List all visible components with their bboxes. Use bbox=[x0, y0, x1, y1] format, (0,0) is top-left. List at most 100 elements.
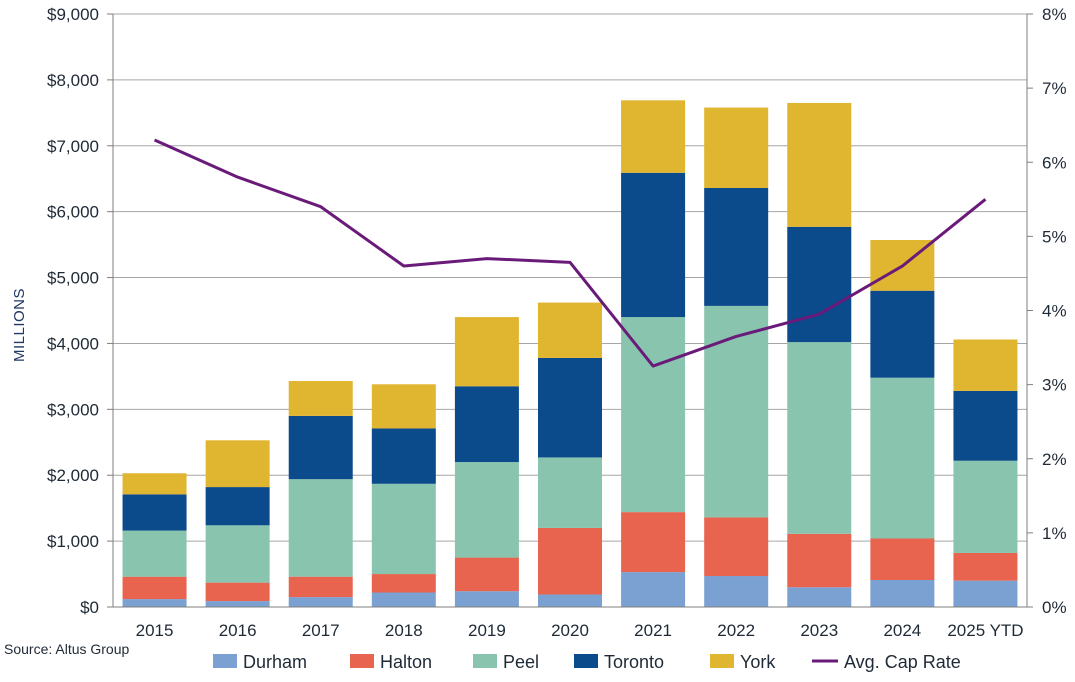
bar-peel bbox=[953, 460, 1018, 553]
x-tick-label: 2023 bbox=[800, 621, 838, 640]
y-tick-label: $6,000 bbox=[47, 203, 99, 222]
bar-durham bbox=[454, 591, 519, 607]
y-axis-ticks: $0 $1,000 $2,000 $3,000 $4,000 $5,000 $6,000 $7… bbox=[47, 5, 113, 617]
bar-toronto bbox=[288, 415, 353, 480]
y2-tick-label: 3% bbox=[1042, 376, 1067, 395]
bar-stack bbox=[621, 100, 686, 607]
bar-peel bbox=[704, 305, 769, 518]
bar-stacks bbox=[122, 100, 1018, 607]
y2-axis-ticks: 0% 1% 2% 3% 4% 5% 6% 7% 8% bbox=[1027, 5, 1067, 617]
bar-stack bbox=[205, 440, 270, 607]
bar-halton bbox=[787, 533, 852, 588]
x-tick-label: 2015 bbox=[136, 621, 174, 640]
y2-tick-label: 7% bbox=[1042, 79, 1067, 98]
y-tick-label: $3,000 bbox=[47, 400, 99, 419]
bar-stack bbox=[538, 302, 602, 607]
legend-item: Durham bbox=[213, 652, 307, 672]
bar-durham bbox=[704, 576, 769, 607]
bar-stack bbox=[454, 317, 519, 607]
bar-halton bbox=[870, 538, 935, 580]
legend-item: Avg. Cap Rate bbox=[812, 652, 961, 672]
bar-halton bbox=[454, 557, 519, 592]
bar-toronto bbox=[122, 494, 187, 531]
bar-toronto bbox=[371, 428, 436, 484]
bar-durham bbox=[621, 572, 686, 607]
legend-label: Peel bbox=[503, 652, 539, 672]
bar-toronto bbox=[704, 187, 769, 306]
legend: Durham Halton Peel Toronto York Avg. Cap Rate bbox=[213, 652, 961, 672]
bar-york bbox=[704, 107, 769, 188]
y2-tick-label: 8% bbox=[1042, 5, 1067, 24]
x-tick-label: 2016 bbox=[219, 621, 257, 640]
legend-swatch bbox=[350, 654, 374, 668]
y-tick-label: $1,000 bbox=[47, 532, 99, 551]
bar-halton bbox=[288, 576, 353, 598]
x-tick-label: 2019 bbox=[468, 621, 506, 640]
bar-toronto bbox=[621, 172, 686, 318]
bar-peel bbox=[371, 483, 436, 575]
bar-stack bbox=[288, 381, 353, 607]
legend-label: Toronto bbox=[604, 652, 664, 672]
bar-york bbox=[288, 381, 353, 416]
cap-rate-line bbox=[153, 138, 987, 368]
legend-swatch bbox=[574, 654, 598, 668]
bar-halton bbox=[538, 527, 602, 595]
legend-label: Halton bbox=[380, 652, 432, 672]
bar-york bbox=[621, 100, 686, 173]
bar-stack bbox=[122, 473, 187, 607]
bar-durham bbox=[371, 592, 436, 607]
cap-rate-series bbox=[153, 138, 987, 368]
bar-peel bbox=[122, 530, 187, 577]
bar-stack bbox=[870, 239, 935, 607]
bar-toronto bbox=[205, 487, 270, 526]
y2-tick-label: 1% bbox=[1042, 524, 1067, 543]
bar-york bbox=[122, 473, 187, 495]
legend-swatch bbox=[213, 654, 237, 668]
bar-stack bbox=[787, 102, 852, 607]
legend-swatch bbox=[473, 654, 497, 668]
legend-swatch bbox=[710, 654, 734, 668]
bar-durham bbox=[538, 594, 602, 607]
bar-stack bbox=[953, 339, 1018, 607]
bar-durham bbox=[205, 601, 270, 607]
bar-peel bbox=[621, 317, 686, 513]
bar-peel bbox=[787, 342, 852, 534]
bar-durham bbox=[870, 579, 935, 607]
bar-york bbox=[205, 440, 270, 488]
bar-toronto bbox=[454, 386, 519, 463]
bar-toronto bbox=[870, 290, 935, 378]
bar-stack bbox=[371, 384, 436, 607]
bar-halton bbox=[953, 552, 1018, 581]
bar-toronto bbox=[953, 390, 1018, 461]
y-tick-label: $0 bbox=[80, 598, 99, 617]
bar-durham bbox=[953, 580, 1018, 607]
y2-tick-label: 2% bbox=[1042, 450, 1067, 469]
x-tick-label: 2022 bbox=[717, 621, 755, 640]
bar-durham bbox=[787, 587, 852, 607]
x-tick-label: 2024 bbox=[883, 621, 921, 640]
bar-york bbox=[454, 317, 519, 387]
source-note: Source: Altus Group bbox=[4, 641, 130, 657]
legend-item: York bbox=[710, 652, 776, 672]
bar-toronto bbox=[787, 226, 852, 343]
y2-tick-label: 4% bbox=[1042, 302, 1067, 321]
bar-halton bbox=[704, 517, 769, 577]
legend-item: Halton bbox=[350, 652, 432, 672]
bar-york bbox=[538, 302, 602, 358]
legend-item: Peel bbox=[473, 652, 539, 672]
y-tick-label: $8,000 bbox=[47, 71, 99, 90]
legend-label: York bbox=[740, 652, 776, 672]
x-axis-ticks: 2015 2016 2017 2018 2019 2020 2021 2022 2023 2024… bbox=[136, 621, 1024, 640]
bar-peel bbox=[288, 479, 353, 577]
bar-york bbox=[787, 102, 852, 227]
bar-halton bbox=[205, 582, 270, 602]
bar-peel bbox=[205, 525, 270, 583]
bar-york bbox=[953, 339, 1018, 391]
bar-stack bbox=[704, 107, 769, 607]
y-tick-label: $7,000 bbox=[47, 137, 99, 156]
bar-toronto bbox=[538, 357, 602, 458]
bar-peel bbox=[454, 462, 519, 558]
bar-durham bbox=[122, 599, 187, 607]
bar-halton bbox=[122, 576, 187, 600]
